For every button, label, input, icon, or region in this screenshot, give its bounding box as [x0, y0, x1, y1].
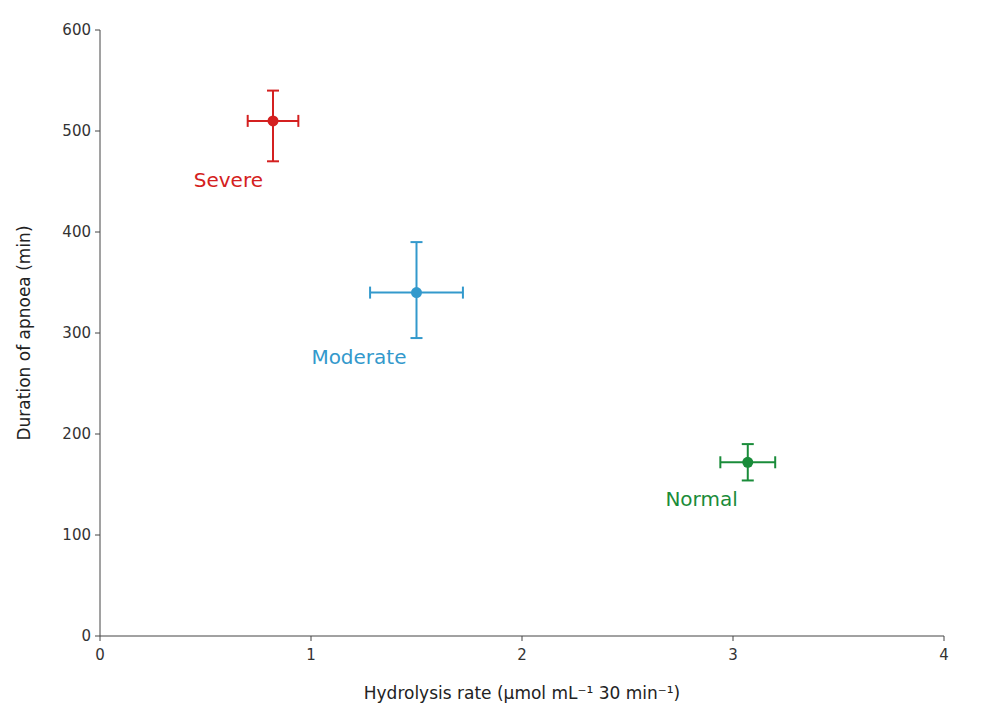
point-label: Severe — [194, 168, 263, 192]
x-tick — [944, 636, 945, 641]
y-tick-label: 600 — [62, 21, 91, 39]
series — [248, 91, 299, 162]
y-tick-label: 500 — [62, 122, 91, 140]
point-labels: Severe Moderate Normal — [194, 168, 738, 511]
y-error-bar — [411, 242, 423, 338]
y-error-bar — [267, 91, 279, 162]
point — [411, 287, 422, 298]
x-tick — [733, 636, 734, 641]
y-tick — [95, 30, 100, 31]
data-marks — [248, 91, 776, 481]
x-axis-label: Hydrolysis rate (μmol mL⁻¹ 30 min⁻¹) — [364, 683, 680, 703]
point-label: Normal — [665, 487, 737, 511]
y-error-bar — [742, 444, 754, 480]
y-tick-label: 200 — [62, 425, 91, 443]
axes: 0 1 2 3 4 0 100 200 300 400 500 600 — [62, 21, 948, 664]
point-label: Moderate — [311, 345, 406, 369]
y-axis-label: Duration of apnoea (min) — [14, 225, 34, 440]
y-tick-label: 100 — [62, 526, 91, 544]
x-tick-label: 3 — [728, 646, 738, 664]
y-tick — [95, 232, 100, 233]
x-error-bar — [248, 115, 299, 127]
chart-container: 0 1 2 3 4 0 100 200 300 400 500 600 Hydrolysis rate … — [0, 0, 984, 721]
y-tick-label: 300 — [62, 324, 91, 342]
point — [742, 457, 753, 468]
y-tick — [95, 333, 100, 334]
y-tick-label: 400 — [62, 223, 91, 241]
x-tick-label: 1 — [306, 646, 316, 664]
series — [370, 242, 463, 338]
y-tick — [95, 131, 100, 132]
y-tick — [95, 636, 100, 637]
y-tick — [95, 535, 100, 536]
y-tick-label: 0 — [81, 627, 91, 645]
x-tick — [100, 636, 101, 641]
x-error-bar — [720, 456, 775, 468]
x-tick-label: 2 — [517, 646, 527, 664]
series — [720, 444, 775, 480]
point — [268, 115, 279, 126]
x-tick — [311, 636, 312, 641]
x-error-bar — [370, 287, 463, 299]
x-tick-label: 0 — [95, 646, 105, 664]
y-tick — [95, 434, 100, 435]
x-tick-label: 4 — [939, 646, 949, 664]
x-tick — [522, 636, 523, 641]
chart: 0 1 2 3 4 0 100 200 300 400 500 600 Hydrolysis rate … — [0, 0, 984, 721]
